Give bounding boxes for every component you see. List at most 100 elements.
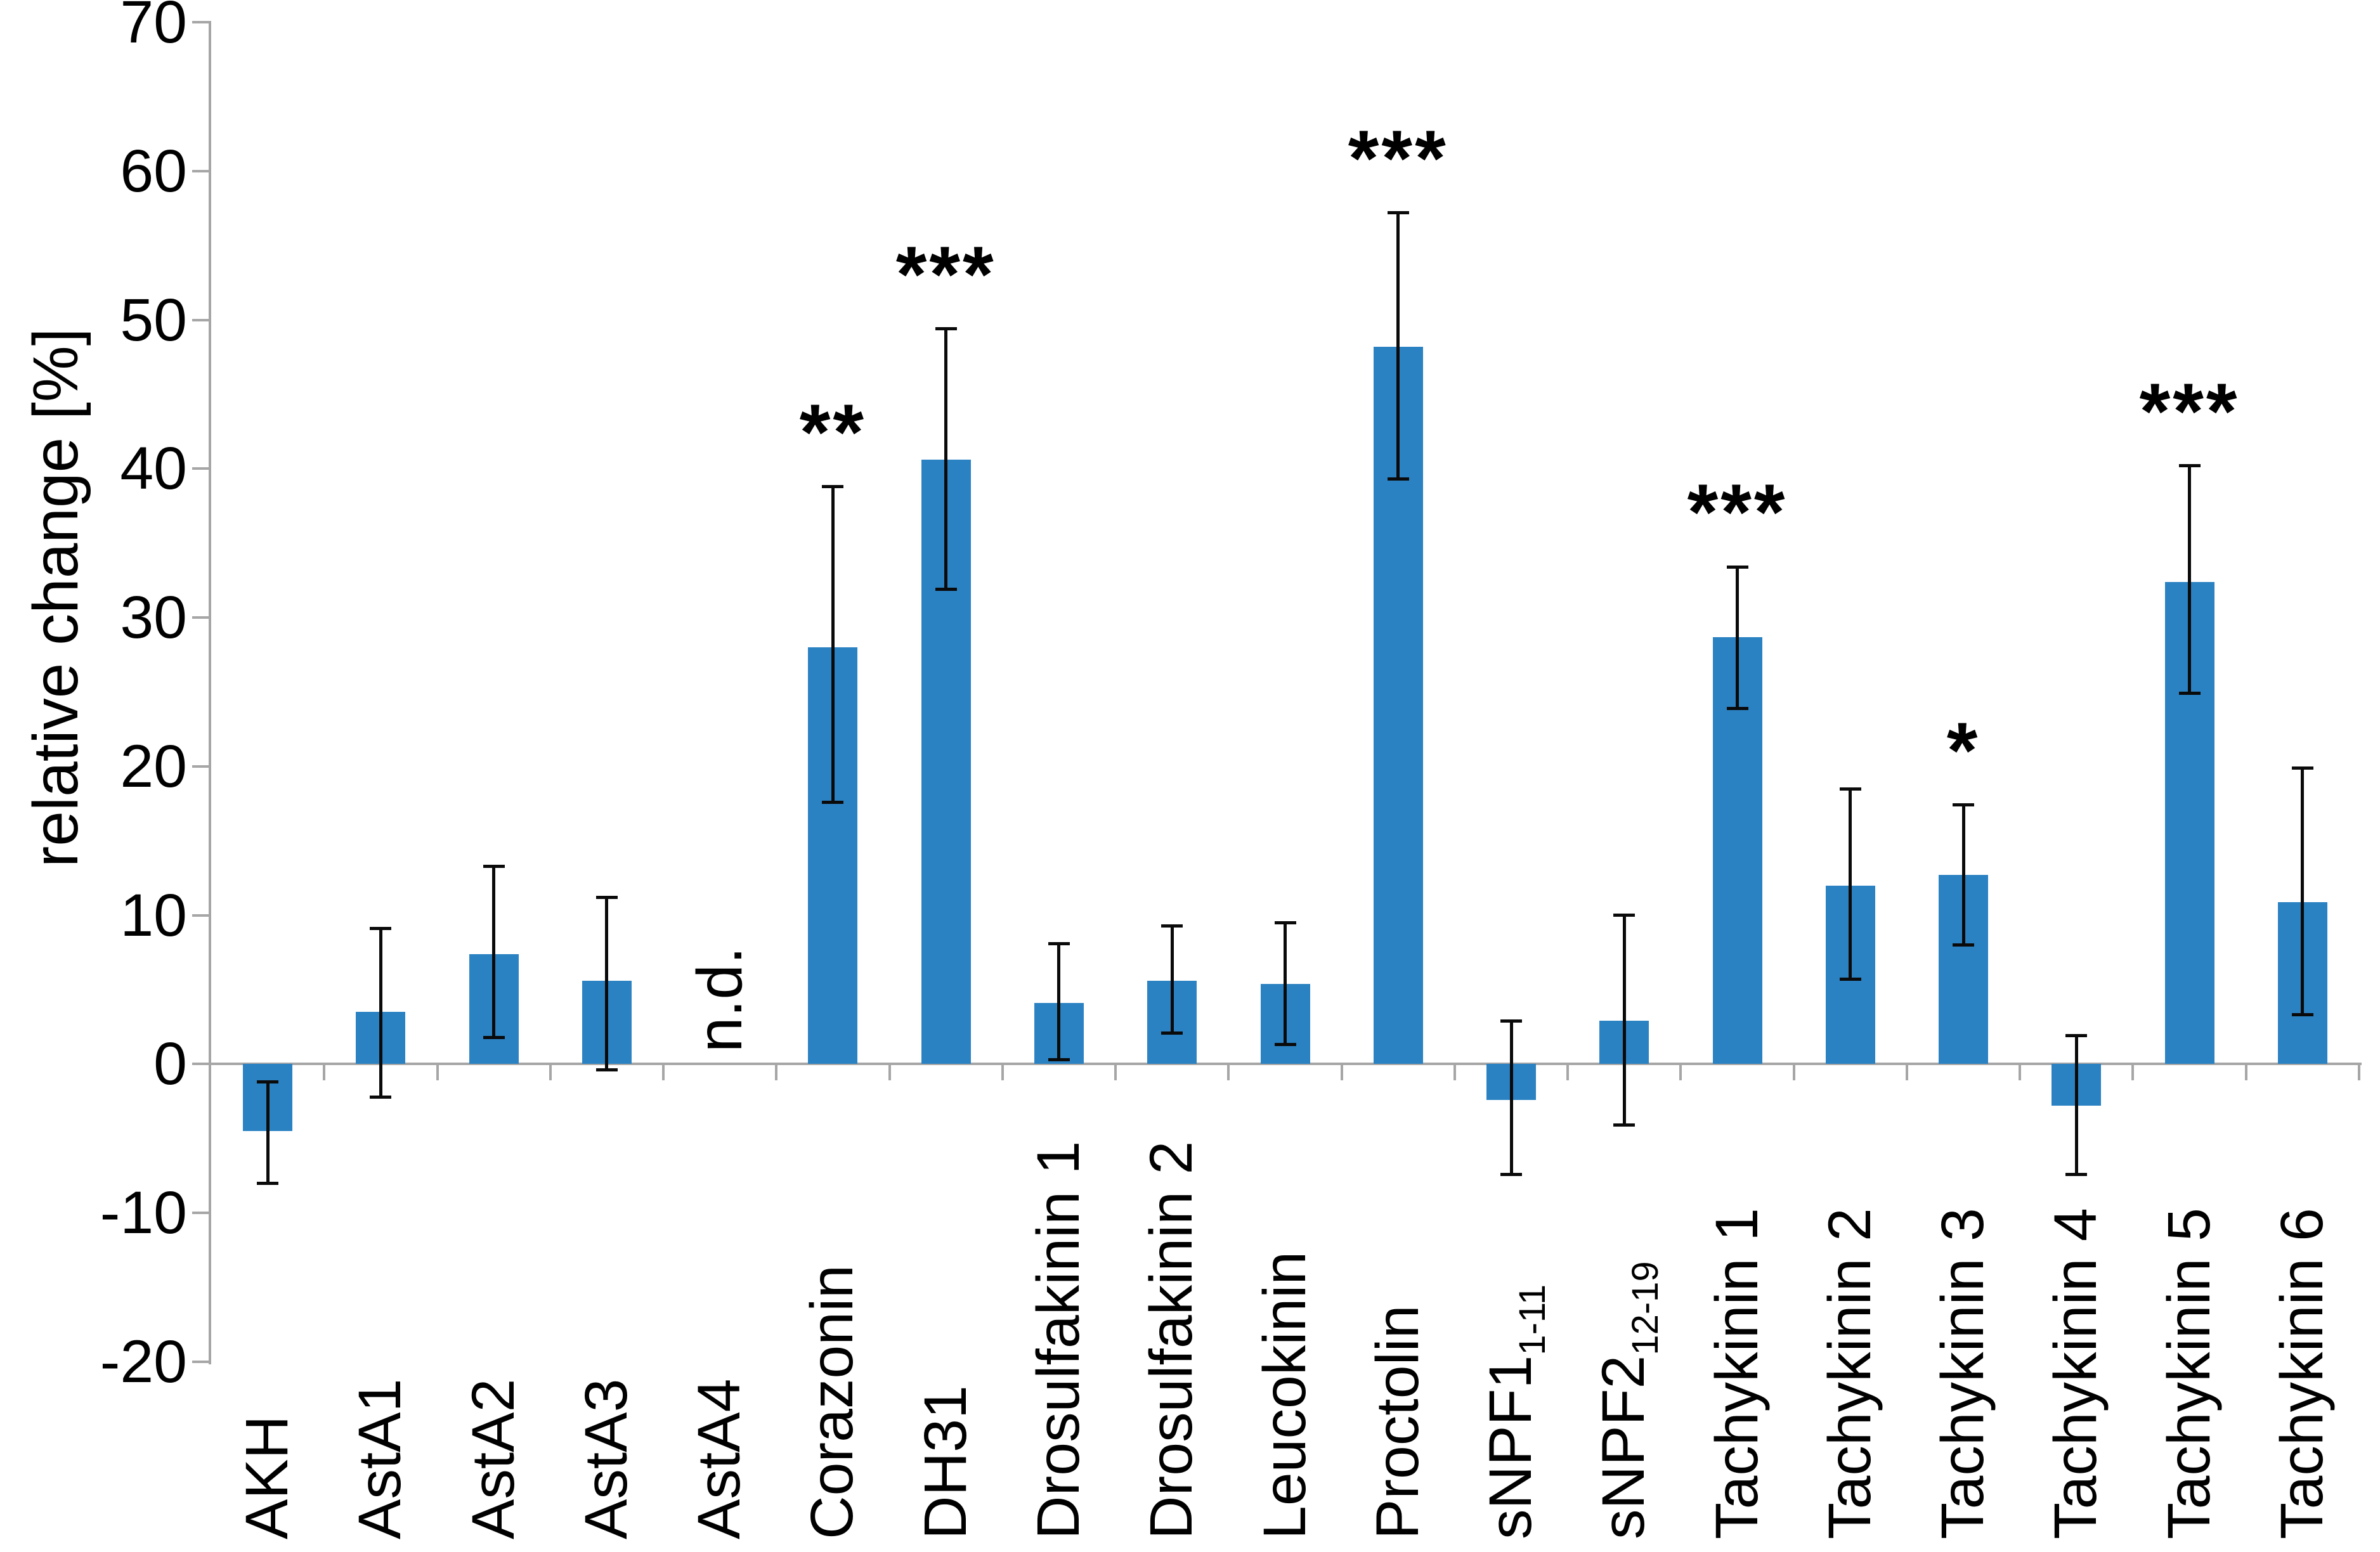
x-category-label: Leucokinin: [1251, 1251, 1318, 1539]
error-bar-line: [1849, 789, 1852, 980]
error-bar-cap-top: [1500, 1019, 1523, 1023]
error-bar-cap-top: [935, 327, 957, 331]
x-category-label: Tachykinin 2: [1816, 1208, 1883, 1539]
significance-stars: **: [799, 388, 867, 477]
y-tick-label: -10: [100, 1179, 187, 1247]
x-tick: [1905, 1065, 1908, 1081]
error-bar-cap-bottom: [2178, 692, 2201, 695]
nd-annotation: n.d.: [684, 947, 756, 1053]
error-bar-line: [1284, 922, 1287, 1045]
error-bar-line: [1396, 212, 1400, 479]
x-tick: [2131, 1065, 2135, 1081]
x-category-label: Drosulfakinin 1: [1024, 1141, 1092, 1539]
y-tick: [192, 318, 211, 321]
error-bar-cap-top: [1839, 787, 1861, 791]
y-tick: [192, 21, 211, 23]
y-axis-line: [209, 22, 211, 1364]
error-bar-cap-bottom: [822, 800, 844, 804]
error-bar-line: [379, 928, 382, 1097]
error-bar-line: [2301, 768, 2305, 1015]
significance-stars: ***: [1348, 114, 1448, 203]
y-tick-label: 30: [120, 584, 187, 652]
error-bar-cap-bottom: [483, 1035, 505, 1039]
error-bar-line: [492, 866, 496, 1038]
significance-stars: ***: [1687, 469, 1788, 557]
error-bar-cap-bottom: [1387, 477, 1409, 481]
error-bar-cap-bottom: [1048, 1057, 1070, 1061]
error-bar-line: [831, 486, 835, 803]
x-tick: [1001, 1065, 1004, 1081]
error-bar-cap-top: [483, 864, 505, 868]
error-bar-line: [1622, 915, 1626, 1125]
x-category-label: DH31: [911, 1385, 979, 1539]
error-bar-cap-top: [1613, 914, 1635, 917]
error-bar-line: [2074, 1035, 2078, 1175]
x-tick: [549, 1065, 552, 1081]
y-tick-label: 0: [153, 1030, 187, 1098]
x-category-label: AKH: [233, 1415, 301, 1539]
x-tick: [323, 1065, 326, 1081]
error-bar-cap-bottom: [2065, 1172, 2088, 1176]
x-tick: [1679, 1065, 1682, 1081]
x-category-label: Tachykinin 4: [2042, 1208, 2110, 1539]
x-tick: [1114, 1065, 1117, 1081]
error-bar-cap-bottom: [257, 1181, 279, 1185]
error-bar-cap-bottom: [1274, 1043, 1296, 1047]
y-tick-label: 40: [120, 435, 187, 503]
error-bar-cap-bottom: [1500, 1172, 1523, 1176]
y-tick-label: 70: [120, 0, 187, 56]
x-tick: [1566, 1065, 1570, 1081]
x-category-label: AstA4: [686, 1378, 753, 1539]
error-bar-line: [1961, 805, 1965, 945]
error-bar-cap-bottom: [595, 1068, 618, 1072]
x-tick: [888, 1065, 891, 1081]
x-baseline: [211, 1063, 2362, 1066]
error-bar-cap-top: [2291, 766, 2313, 770]
y-tick-label: 50: [120, 286, 187, 354]
significance-stars: ***: [895, 230, 996, 319]
x-tick: [2019, 1065, 2022, 1081]
y-tick: [192, 169, 211, 172]
x-tick: [2358, 1065, 2360, 1081]
error-bar-cap-top: [1274, 921, 1296, 924]
x-category-label: Tachykinin 1: [1703, 1208, 1771, 1539]
error-bar-cap-bottom: [935, 588, 957, 591]
error-bar-cap-bottom: [1953, 943, 1975, 947]
y-tick: [192, 765, 211, 768]
error-bar-line: [266, 1082, 270, 1184]
error-bar-line: [1736, 567, 1739, 709]
y-tick-label: 60: [120, 137, 187, 205]
x-tick: [1227, 1065, 1230, 1081]
x-category-label: AstA1: [346, 1378, 414, 1539]
x-tick: [775, 1065, 778, 1081]
error-bar-line: [605, 897, 609, 1070]
error-bar-cap-bottom: [2291, 1013, 2313, 1017]
y-tick: [192, 1063, 211, 1066]
x-category-label: Proctolin: [1363, 1305, 1431, 1539]
x-category-label: sNPF212-19: [1590, 1261, 1667, 1539]
y-tick: [192, 616, 211, 619]
x-tick: [662, 1065, 665, 1081]
error-bar-cap-bottom: [1839, 978, 1861, 981]
error-bar-line: [944, 328, 948, 590]
error-bar-line: [1509, 1021, 1513, 1175]
y-tick-label: 10: [120, 881, 187, 949]
x-category-label: AstA2: [459, 1378, 527, 1539]
significance-stars: *: [1946, 706, 1980, 795]
error-bar-cap-top: [1387, 211, 1409, 214]
error-bar-cap-top: [1953, 803, 1975, 807]
error-bar-cap-top: [822, 485, 844, 488]
x-category-label: sNPF11-11: [1477, 1284, 1554, 1539]
error-bar-cap-bottom: [1613, 1123, 1635, 1127]
x-tick: [436, 1065, 439, 1081]
x-tick: [1792, 1065, 1795, 1081]
x-category-label: Drosulfakinin 2: [1138, 1141, 1206, 1539]
y-tick: [192, 467, 211, 470]
significance-stars: ***: [2139, 367, 2240, 456]
y-tick: [192, 1212, 211, 1215]
error-bar-cap-bottom: [370, 1095, 392, 1099]
error-bar-cap-top: [370, 927, 392, 931]
x-tick: [2244, 1065, 2247, 1081]
error-bar-cap-bottom: [1161, 1031, 1183, 1035]
